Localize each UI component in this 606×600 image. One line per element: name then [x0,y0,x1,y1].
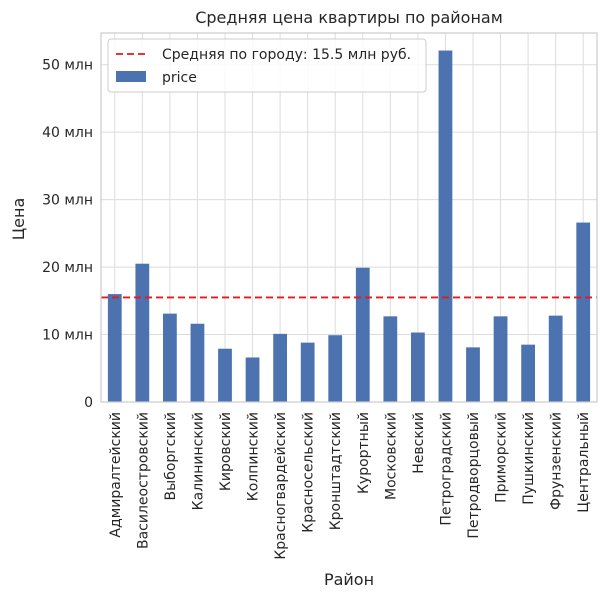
legend-box [107,38,427,93]
y-tick-label: 30 млн [42,193,93,209]
x-tick-label: Адмиралтейский [108,412,124,538]
bar-16 [521,344,535,402]
legend: Средняя по городу: 15.5 млн руб. price [107,38,427,93]
y-tick-label: 0 [84,395,93,411]
x-tick-label: Петроградский [438,412,454,526]
y-tick-label: 10 млн [42,328,93,344]
chart-title: Средняя цена квартиры по районам [195,8,503,27]
x-tick-label: Фрунзенский [549,412,565,510]
bar-3 [163,313,177,402]
bar-9 [328,335,343,402]
bar-10 [355,267,370,402]
bar-13 [438,50,453,402]
bar-1 [107,294,122,402]
legend-bar-swatch [116,71,146,82]
y-tick-label: 40 млн [42,125,93,141]
legend-label-price: price [162,70,197,86]
y-tick-label: 50 млн [42,58,93,74]
plot-frame [100,32,598,403]
bar-7 [273,333,287,402]
bar-17 [548,315,563,402]
x-tick-label: Кронштадтский [328,412,344,530]
x-tick-label: Пушкинский [521,412,537,505]
x-tick-label: Колпинский [246,412,262,501]
x-tick-label: Выборгский [163,412,179,500]
x-tick-label: Курортный [356,412,372,494]
x-tick-labels: Адмиралтейский Василеостровский Выборгский… [108,412,592,560]
bar-8 [300,342,315,402]
bar-11 [383,316,398,402]
bar-2 [135,263,150,402]
x-tick-label: Невский [411,412,427,474]
bar-4 [190,323,205,402]
x-tick-label: Кировский [218,412,234,491]
x-tick-label: Василеостровский [135,412,151,549]
x-tick-label: Приморский [494,412,510,503]
x-axis-label: Район [324,570,374,589]
y-axis-label: Цена [9,198,28,241]
x-tick-label: Красносельский [301,412,317,533]
x-tick-label: Красногвардейский [273,412,289,560]
x-tick-label: Центральный [576,412,592,513]
y-tick-label: 20 млн [42,260,93,276]
bar-15 [493,316,508,402]
bar-18 [576,222,591,402]
x-tick-label: Калининский [190,412,206,510]
legend-label-average: Средняя по городу: 15.5 млн руб. [162,47,411,63]
y-tick-labels: 0 10 млн 20 млн 30 млн 40 млн 50 млн [42,58,93,411]
bar-6 [245,357,260,402]
x-tick-label: Московский [383,412,399,500]
bar-14 [466,347,480,402]
bar-12 [411,332,425,402]
x-tick-label: Петродворцовый [466,412,482,539]
bars [107,50,591,402]
bar-5 [218,348,232,402]
